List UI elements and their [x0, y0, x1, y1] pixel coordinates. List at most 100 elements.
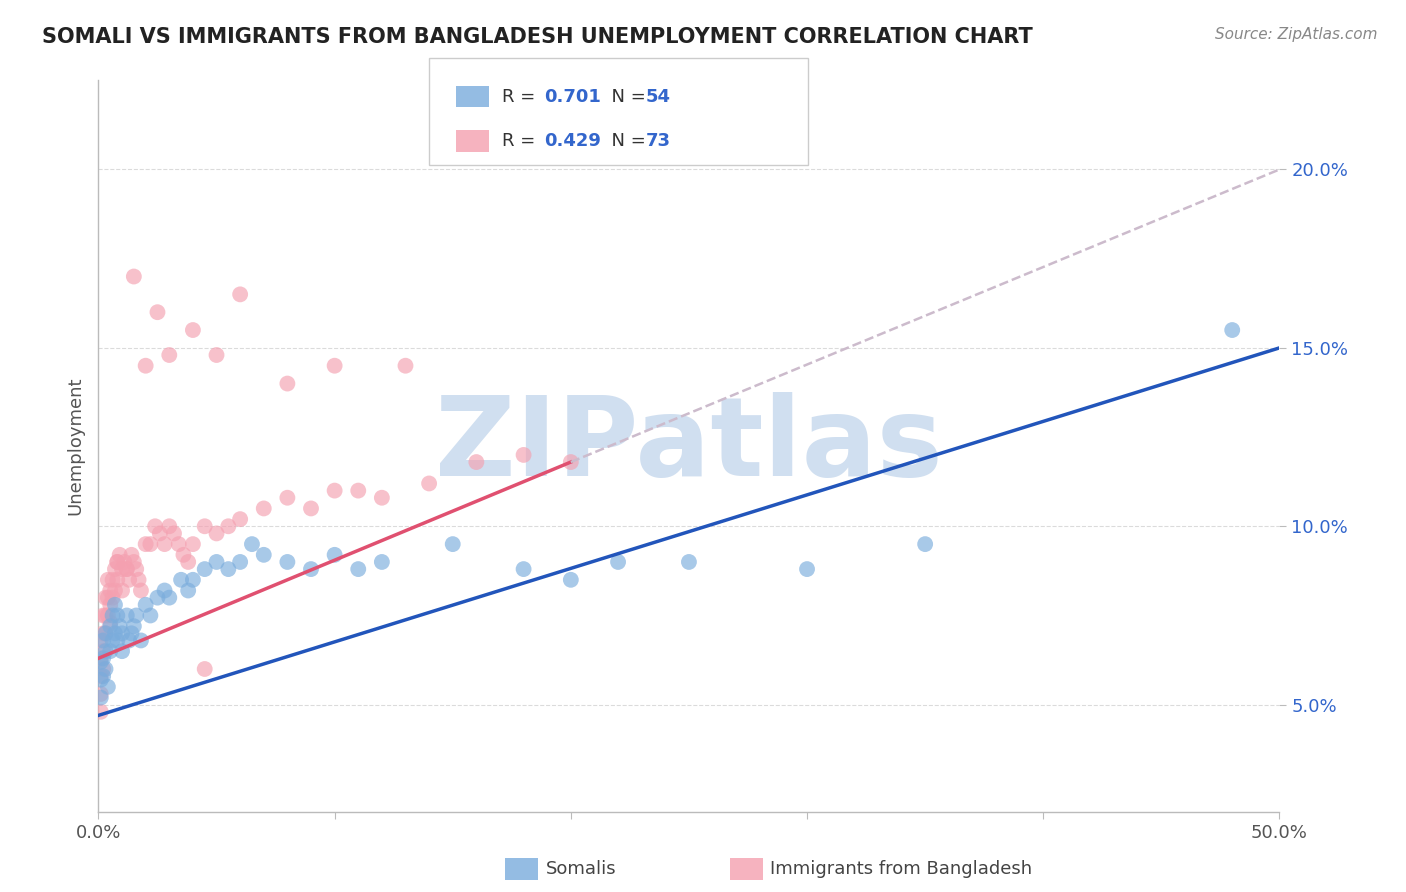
Point	[914, 537, 936, 551]
Point	[112, 555, 135, 569]
Point	[129, 633, 152, 648]
Y-axis label: Unemployment: Unemployment	[66, 376, 84, 516]
Point	[98, 619, 121, 633]
Text: Immigrants from Bangladesh: Immigrants from Bangladesh	[770, 860, 1032, 878]
Point	[90, 673, 112, 687]
Point	[181, 573, 204, 587]
Point	[394, 359, 416, 373]
Point	[121, 548, 143, 562]
Point	[217, 519, 239, 533]
Point	[560, 455, 582, 469]
Point	[90, 705, 112, 719]
Point	[111, 626, 134, 640]
Point	[678, 555, 700, 569]
Point	[108, 619, 131, 633]
Point	[118, 573, 141, 587]
Point	[115, 562, 138, 576]
Point	[441, 537, 464, 551]
Point	[149, 526, 172, 541]
Point	[122, 269, 145, 284]
Point	[90, 690, 112, 705]
Point	[347, 483, 370, 498]
Point	[98, 615, 121, 630]
Point	[98, 644, 121, 658]
Point	[139, 537, 162, 551]
Text: 54: 54	[645, 87, 671, 106]
Point	[91, 644, 114, 658]
Point	[94, 591, 117, 605]
Point	[118, 633, 141, 648]
Point	[91, 669, 114, 683]
Point	[172, 548, 194, 562]
Point	[115, 562, 138, 576]
Point	[90, 687, 112, 701]
Point	[91, 633, 114, 648]
Point	[240, 537, 263, 551]
Point	[104, 626, 127, 640]
Text: N =: N =	[600, 87, 652, 106]
Point	[181, 323, 204, 337]
Point	[97, 591, 120, 605]
Text: 0.701: 0.701	[544, 87, 600, 106]
Point	[135, 537, 157, 551]
Point	[105, 633, 128, 648]
Point	[91, 608, 114, 623]
Point	[205, 526, 228, 541]
Point	[94, 644, 117, 658]
Point	[170, 573, 193, 587]
Point	[94, 626, 117, 640]
Point	[104, 598, 127, 612]
Point	[323, 548, 346, 562]
Point	[91, 626, 114, 640]
Point	[512, 562, 534, 576]
Text: N =: N =	[600, 132, 652, 150]
Point	[465, 455, 488, 469]
Point	[125, 608, 148, 623]
Point	[111, 583, 134, 598]
Point	[177, 555, 200, 569]
Point	[94, 626, 117, 640]
Point	[105, 555, 128, 569]
Point	[98, 583, 121, 598]
Point	[122, 619, 145, 633]
Point	[98, 598, 121, 612]
Point	[276, 555, 298, 569]
Point	[146, 591, 169, 605]
Point	[229, 555, 252, 569]
Point	[91, 651, 114, 665]
Point	[91, 662, 114, 676]
Point	[253, 501, 276, 516]
Point	[229, 512, 252, 526]
Point	[90, 651, 112, 665]
Point	[121, 626, 143, 640]
Point	[167, 537, 190, 551]
Point	[512, 448, 534, 462]
Text: R =: R =	[502, 132, 541, 150]
Point	[97, 680, 120, 694]
Point	[276, 491, 298, 505]
Point	[111, 644, 134, 658]
Point	[122, 555, 145, 569]
Point	[97, 608, 120, 623]
Point	[299, 501, 322, 516]
Text: 73: 73	[645, 132, 671, 150]
Point	[194, 562, 217, 576]
Point	[104, 562, 127, 576]
Text: Source: ZipAtlas.com: Source: ZipAtlas.com	[1215, 27, 1378, 42]
Text: Somalis: Somalis	[546, 860, 616, 878]
Point	[163, 526, 186, 541]
Point	[129, 583, 152, 598]
Point	[205, 348, 228, 362]
Point	[139, 608, 162, 623]
Point	[104, 583, 127, 598]
Point	[90, 633, 112, 648]
Point	[253, 548, 276, 562]
Point	[347, 562, 370, 576]
Point	[105, 608, 128, 623]
Point	[371, 555, 394, 569]
Point	[128, 573, 150, 587]
Point	[1220, 323, 1243, 337]
Point	[276, 376, 298, 391]
Point	[205, 555, 228, 569]
Point	[153, 583, 176, 598]
